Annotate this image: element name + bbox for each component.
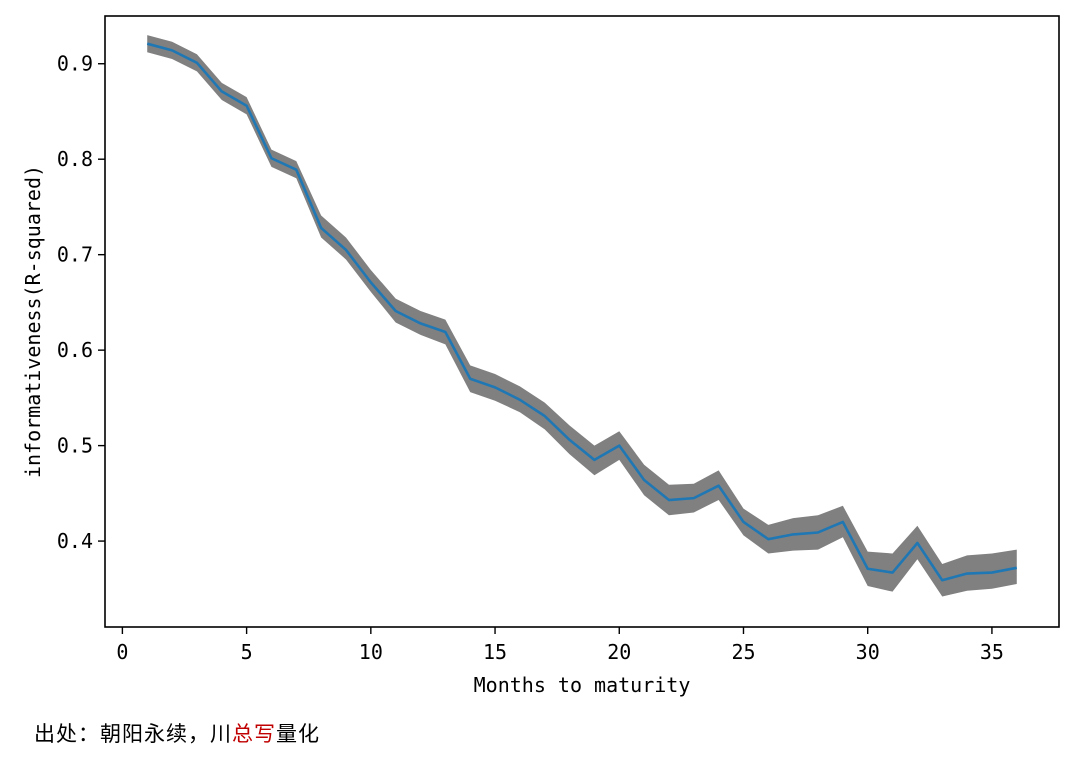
x-tick-label: 20 [607,640,631,664]
x-tick-label: 35 [980,640,1004,664]
y-tick-label: 0.6 [57,338,93,362]
x-tick-label: 15 [483,640,507,664]
caption-prefix: 出处：朝阳永续，川 [34,722,232,746]
x-tick-label: 5 [241,640,253,664]
x-tick-label: 0 [116,640,128,664]
y-tick-label: 0.9 [57,52,93,76]
y-axis-label: informativeness(R-squared) [21,165,45,478]
x-tick-label: 25 [731,640,755,664]
plot-frame [104,15,1060,628]
y-tick-label: 0.7 [57,243,93,267]
y-tick-label: 0.8 [57,147,93,171]
x-tick-label: 30 [856,640,880,664]
confidence-band-area [147,35,1017,597]
y-tick-label: 0.5 [57,434,93,458]
confidence-band [147,35,1017,597]
source-caption: 出处：朝阳永续，川总写量化 [34,718,320,748]
x-axis-ticks: 0 5 10 15 20 25 30 35 [116,627,1004,664]
line-chart: 0 5 10 15 20 25 30 35 0.4 0.5 0.6 0.7 0.8 0.9 Months… [21,15,1060,697]
x-axis-label: Months to maturity [474,673,691,697]
caption-suffix: 量化 [276,722,320,746]
y-tick-label: 0.4 [57,529,93,553]
caption-highlight: 总写 [232,722,276,746]
series-line [146,42,1018,582]
y-axis-ticks: 0.4 0.5 0.6 0.7 0.8 0.9 [57,52,105,553]
series-line-layer [146,42,1018,582]
x-tick-label: 10 [359,640,383,664]
